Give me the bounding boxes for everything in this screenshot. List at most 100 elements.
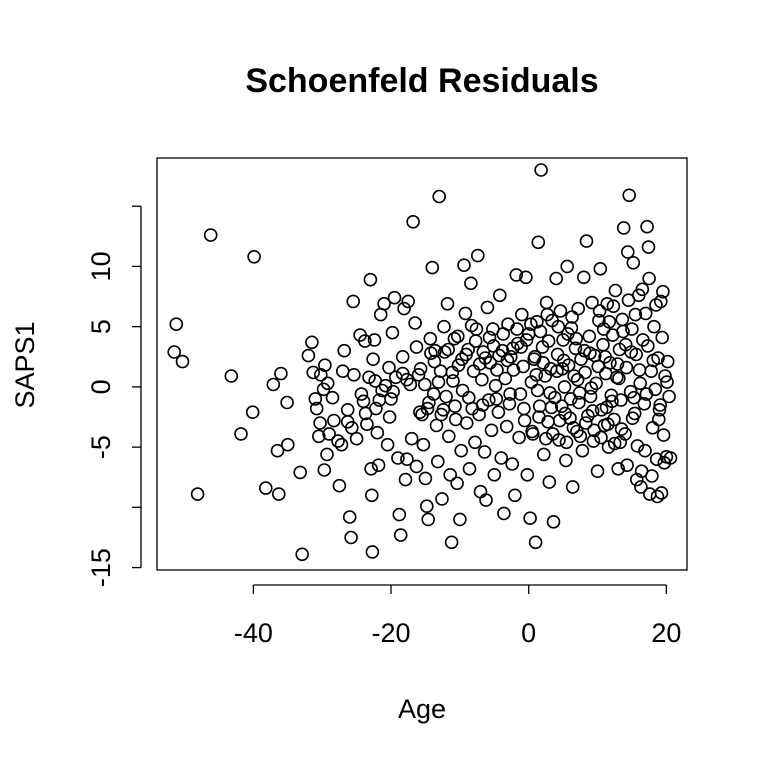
data-point xyxy=(377,296,391,311)
data-point xyxy=(386,384,400,399)
data-point xyxy=(629,472,644,487)
data-point xyxy=(582,329,597,344)
data-point xyxy=(625,322,639,336)
data-point xyxy=(358,334,372,348)
data-point xyxy=(576,270,591,285)
data-point xyxy=(612,371,626,386)
data-point xyxy=(475,398,490,412)
data-point xyxy=(437,319,451,334)
data-point xyxy=(618,337,633,352)
data-point xyxy=(334,437,349,452)
data-point xyxy=(364,461,378,476)
y-axis: -15 -5 0 5 10 xyxy=(86,205,142,587)
x-axis-label: Age xyxy=(398,694,446,724)
data-point xyxy=(635,282,650,297)
data-point xyxy=(644,364,659,379)
data-point xyxy=(266,377,281,392)
data-point xyxy=(532,410,546,424)
data-point xyxy=(565,480,580,494)
data-point xyxy=(505,457,520,471)
y-tick-label: -15 xyxy=(86,548,116,587)
data-point xyxy=(519,270,533,285)
data-point xyxy=(271,487,286,501)
data-point xyxy=(491,405,506,420)
data-point xyxy=(443,467,458,482)
data-point xyxy=(589,376,603,391)
data-point xyxy=(560,259,575,274)
data-point xyxy=(356,394,371,409)
data-point xyxy=(656,428,671,442)
data-point xyxy=(479,493,493,507)
data-point xyxy=(633,376,648,391)
data-point xyxy=(421,512,436,527)
data-point xyxy=(523,317,538,332)
data-point xyxy=(585,295,599,310)
data-point xyxy=(468,435,482,450)
data-point xyxy=(372,393,387,407)
data-point xyxy=(448,412,463,427)
data-point xyxy=(320,376,335,391)
data-point xyxy=(420,401,435,416)
data-point xyxy=(578,416,593,430)
data-point xyxy=(583,389,598,404)
data-point xyxy=(640,339,655,353)
data-point xyxy=(559,453,573,468)
data-point xyxy=(450,476,464,491)
data-point xyxy=(531,235,546,250)
data-point xyxy=(190,487,205,501)
data-point xyxy=(544,400,559,415)
data-point xyxy=(542,475,557,489)
data-point xyxy=(503,387,517,401)
data-point xyxy=(295,547,310,562)
data-point xyxy=(510,336,525,351)
data-point xyxy=(616,221,631,235)
data-point xyxy=(662,389,676,404)
data-point xyxy=(567,369,581,383)
data-point xyxy=(477,445,492,459)
data-point xyxy=(419,499,434,514)
data-point xyxy=(649,452,664,467)
data-point xyxy=(492,348,506,363)
data-point xyxy=(545,427,560,441)
data-point xyxy=(611,461,626,476)
data-point xyxy=(258,481,273,495)
data-point xyxy=(619,360,634,375)
data-point xyxy=(646,353,661,368)
data-point xyxy=(434,407,449,422)
data-point xyxy=(536,355,550,370)
data-point xyxy=(593,261,608,276)
data-point xyxy=(573,429,588,444)
data-point xyxy=(536,447,551,462)
data-point xyxy=(349,431,364,446)
data-point xyxy=(413,405,427,420)
data-point xyxy=(484,423,499,438)
data-point xyxy=(577,343,592,358)
data-point xyxy=(416,437,431,452)
data-point xyxy=(393,528,408,542)
data-point xyxy=(408,316,422,330)
data-point xyxy=(325,390,340,405)
data-point xyxy=(337,343,352,358)
data-point xyxy=(600,417,615,432)
data-point xyxy=(453,512,467,527)
data-point xyxy=(380,437,395,452)
data-point xyxy=(344,530,358,545)
data-point xyxy=(245,405,260,420)
data-point xyxy=(651,412,666,427)
data-point xyxy=(638,306,653,321)
data-point xyxy=(441,342,456,357)
data-point xyxy=(656,284,670,299)
data-point xyxy=(342,510,357,524)
data-point xyxy=(358,406,373,421)
data-point xyxy=(514,307,529,322)
x-tick-label: -40 xyxy=(234,618,273,648)
data-point xyxy=(550,364,564,379)
data-point xyxy=(413,361,428,376)
data-point xyxy=(625,411,640,426)
data-point xyxy=(301,348,316,363)
data-point xyxy=(540,307,555,322)
data-point xyxy=(556,353,571,368)
data-point xyxy=(473,484,488,499)
data-point xyxy=(638,443,652,458)
data-point xyxy=(579,234,594,248)
